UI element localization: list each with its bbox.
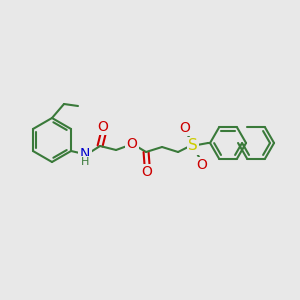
Text: O: O [196, 158, 208, 172]
Text: O: O [142, 165, 152, 179]
Text: O: O [127, 137, 137, 151]
Text: H: H [81, 157, 89, 167]
Text: S: S [188, 139, 198, 154]
Text: O: O [98, 120, 109, 134]
Text: N: N [80, 147, 90, 161]
Text: O: O [180, 121, 190, 135]
